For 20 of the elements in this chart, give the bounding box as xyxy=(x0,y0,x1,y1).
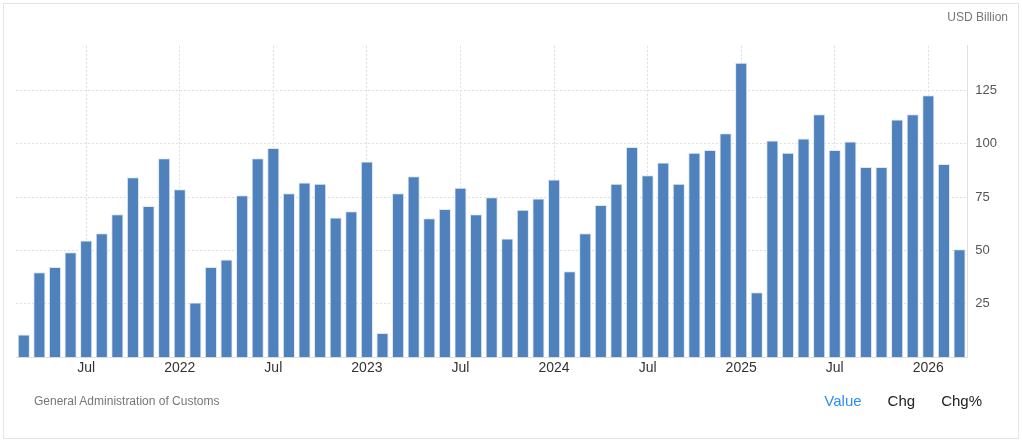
x-tick-label: Jul xyxy=(77,359,96,376)
x-tick-label: 2026 xyxy=(912,359,945,376)
text: Value xyxy=(824,392,862,409)
x-tick-label: Jul xyxy=(825,359,844,376)
y-tick-label: 75 xyxy=(975,188,990,204)
x-tick-label: 2023 xyxy=(351,359,383,376)
x-tick-label: 2024 xyxy=(538,359,570,376)
y-tick-label: 50 xyxy=(975,242,990,258)
x-tick-label: 2022 xyxy=(164,359,196,376)
y-tick-label: 100 xyxy=(975,135,998,151)
y-tick-label: 125 xyxy=(975,82,998,98)
text: General Administration of Customs xyxy=(34,394,220,408)
y-axis-title: USD Billion xyxy=(947,10,1008,24)
x-tick-label: Jul xyxy=(451,359,470,376)
text: Chg% xyxy=(941,392,982,409)
x-tick-label: Jul xyxy=(264,359,283,376)
text: Chg xyxy=(887,392,916,409)
x-tick-label: Jul xyxy=(638,359,657,376)
x-tick-label: 2025 xyxy=(725,359,757,376)
y-tick-label: 25 xyxy=(975,295,990,311)
